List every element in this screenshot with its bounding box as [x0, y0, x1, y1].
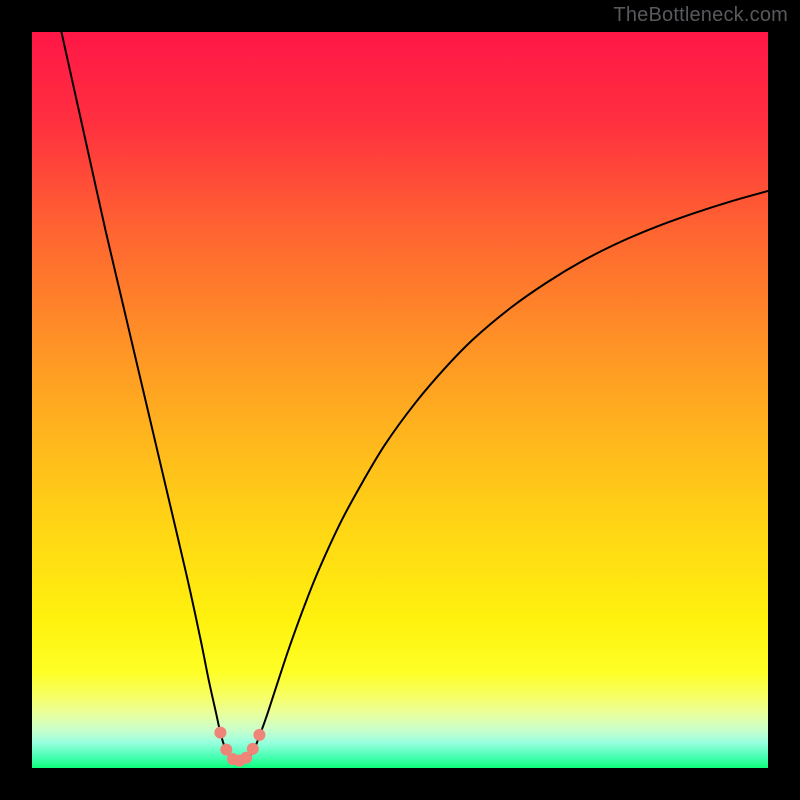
curve-marker	[214, 727, 226, 739]
curve-svg-layer	[32, 32, 768, 768]
bottleneck-curve-path	[61, 32, 768, 764]
curve-marker	[253, 729, 265, 741]
curve-markers-group	[214, 727, 265, 767]
watermark-text: TheBottleneck.com	[613, 4, 788, 27]
bottleneck-chart	[32, 32, 768, 768]
curve-marker	[247, 743, 259, 755]
